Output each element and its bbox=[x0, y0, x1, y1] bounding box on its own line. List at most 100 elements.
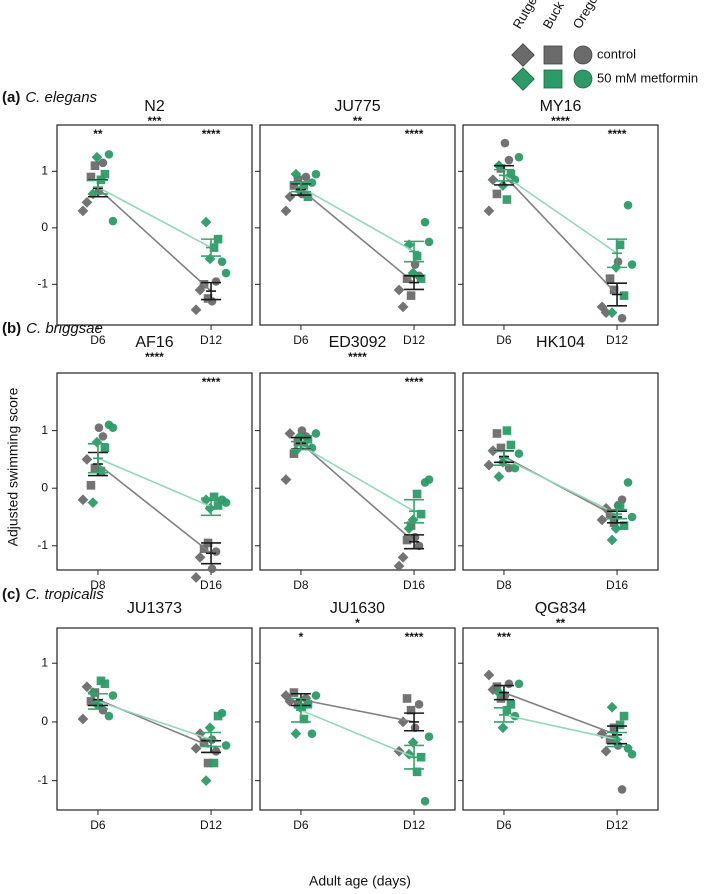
legend-marker bbox=[511, 43, 535, 67]
mean-line bbox=[97, 457, 212, 508]
legend-label: 50 mM metformin bbox=[597, 70, 698, 85]
data-point bbox=[303, 434, 313, 444]
data-point bbox=[617, 313, 627, 323]
data-point bbox=[600, 307, 612, 318]
data-point bbox=[596, 514, 608, 526]
significance-between: ** bbox=[556, 616, 566, 630]
data-point bbox=[402, 535, 412, 545]
data-point bbox=[606, 701, 618, 713]
data-point bbox=[492, 429, 502, 438]
data-point bbox=[514, 449, 524, 458]
panel-frame bbox=[462, 627, 659, 811]
y-tick-label: 0 bbox=[41, 714, 48, 728]
data-point bbox=[100, 443, 110, 453]
data-point bbox=[284, 191, 296, 203]
x-tick-label: D16 bbox=[606, 578, 628, 592]
mean-line bbox=[300, 709, 415, 758]
data-point bbox=[605, 735, 615, 744]
data-point bbox=[98, 705, 108, 715]
data-point bbox=[420, 217, 430, 227]
significance-label: **** bbox=[202, 375, 221, 389]
data-point bbox=[623, 478, 633, 487]
legend-strain: Rutgers bbox=[510, 0, 546, 31]
data-point bbox=[412, 251, 422, 261]
data-point bbox=[412, 489, 422, 499]
data-point bbox=[303, 192, 313, 202]
data-point bbox=[90, 463, 100, 473]
significance-label: **** bbox=[608, 127, 627, 141]
data-point bbox=[290, 445, 302, 457]
panel-title: AF16 bbox=[135, 334, 173, 351]
data-point bbox=[100, 679, 110, 689]
data-point bbox=[416, 274, 426, 283]
data-point bbox=[213, 711, 223, 721]
data-point bbox=[299, 181, 309, 190]
row-label: (a) C. elegans bbox=[2, 89, 98, 106]
x-tick-label: D6 bbox=[496, 818, 512, 832]
data-point bbox=[211, 746, 221, 756]
panel-title: N2 bbox=[144, 98, 165, 115]
significance-label: *** bbox=[497, 630, 511, 644]
data-point bbox=[91, 436, 103, 448]
data-point bbox=[213, 501, 223, 510]
data-point bbox=[619, 711, 629, 721]
data-point bbox=[194, 551, 206, 563]
data-point bbox=[108, 216, 118, 226]
data-point bbox=[104, 150, 114, 159]
row-label: (c) C. tropicalis bbox=[2, 586, 104, 603]
data-point bbox=[299, 714, 309, 724]
data-point bbox=[190, 742, 202, 754]
x-tick-label: D16 bbox=[403, 578, 425, 592]
mean-line bbox=[300, 442, 415, 543]
x-tick-label: D12 bbox=[606, 818, 628, 832]
data-point bbox=[406, 291, 416, 300]
data-point bbox=[412, 767, 422, 777]
data-point bbox=[77, 494, 89, 506]
data-point bbox=[200, 216, 212, 228]
data-point bbox=[617, 785, 627, 794]
legend-strain: Buck bbox=[540, 0, 568, 31]
data-point bbox=[284, 428, 296, 439]
significance-label: **** bbox=[405, 127, 424, 141]
data-point bbox=[610, 523, 622, 534]
significance-between: **** bbox=[145, 350, 164, 364]
data-point bbox=[403, 523, 415, 534]
y-axis-label: Adjusted swimming score bbox=[5, 387, 21, 546]
significance-between: **** bbox=[348, 350, 367, 364]
data-point bbox=[493, 471, 505, 483]
data-point bbox=[200, 775, 212, 787]
data-point bbox=[294, 430, 306, 442]
data-point bbox=[506, 700, 516, 709]
panel-frame bbox=[56, 372, 253, 571]
data-point bbox=[311, 691, 321, 700]
data-point bbox=[290, 168, 302, 180]
data-point bbox=[627, 749, 637, 759]
data-point bbox=[424, 732, 434, 741]
x-axis-label: Adult age (days) bbox=[309, 873, 411, 889]
mean-line bbox=[97, 187, 212, 292]
data-point bbox=[619, 291, 629, 300]
significance-label: **** bbox=[202, 127, 221, 141]
data-point bbox=[96, 466, 106, 476]
data-point bbox=[502, 705, 512, 715]
data-point bbox=[609, 723, 619, 733]
panel-title: MY16 bbox=[540, 98, 582, 115]
data-point bbox=[506, 440, 516, 450]
data-point bbox=[424, 237, 434, 247]
data-point bbox=[496, 694, 506, 703]
mean-line bbox=[300, 444, 415, 512]
significance-between: **** bbox=[551, 114, 570, 128]
data-point bbox=[496, 443, 506, 453]
y-tick-label: -1 bbox=[37, 773, 48, 787]
data-point bbox=[90, 161, 100, 170]
panel-title: JU1373 bbox=[127, 600, 182, 617]
data-point bbox=[606, 307, 618, 318]
data-point bbox=[190, 304, 202, 316]
data-point bbox=[94, 423, 104, 433]
data-point bbox=[209, 492, 219, 502]
data-point bbox=[200, 494, 212, 506]
data-point bbox=[104, 711, 114, 721]
data-point bbox=[221, 268, 231, 278]
data-point bbox=[414, 700, 424, 709]
x-tick-label: D6 bbox=[496, 333, 512, 347]
